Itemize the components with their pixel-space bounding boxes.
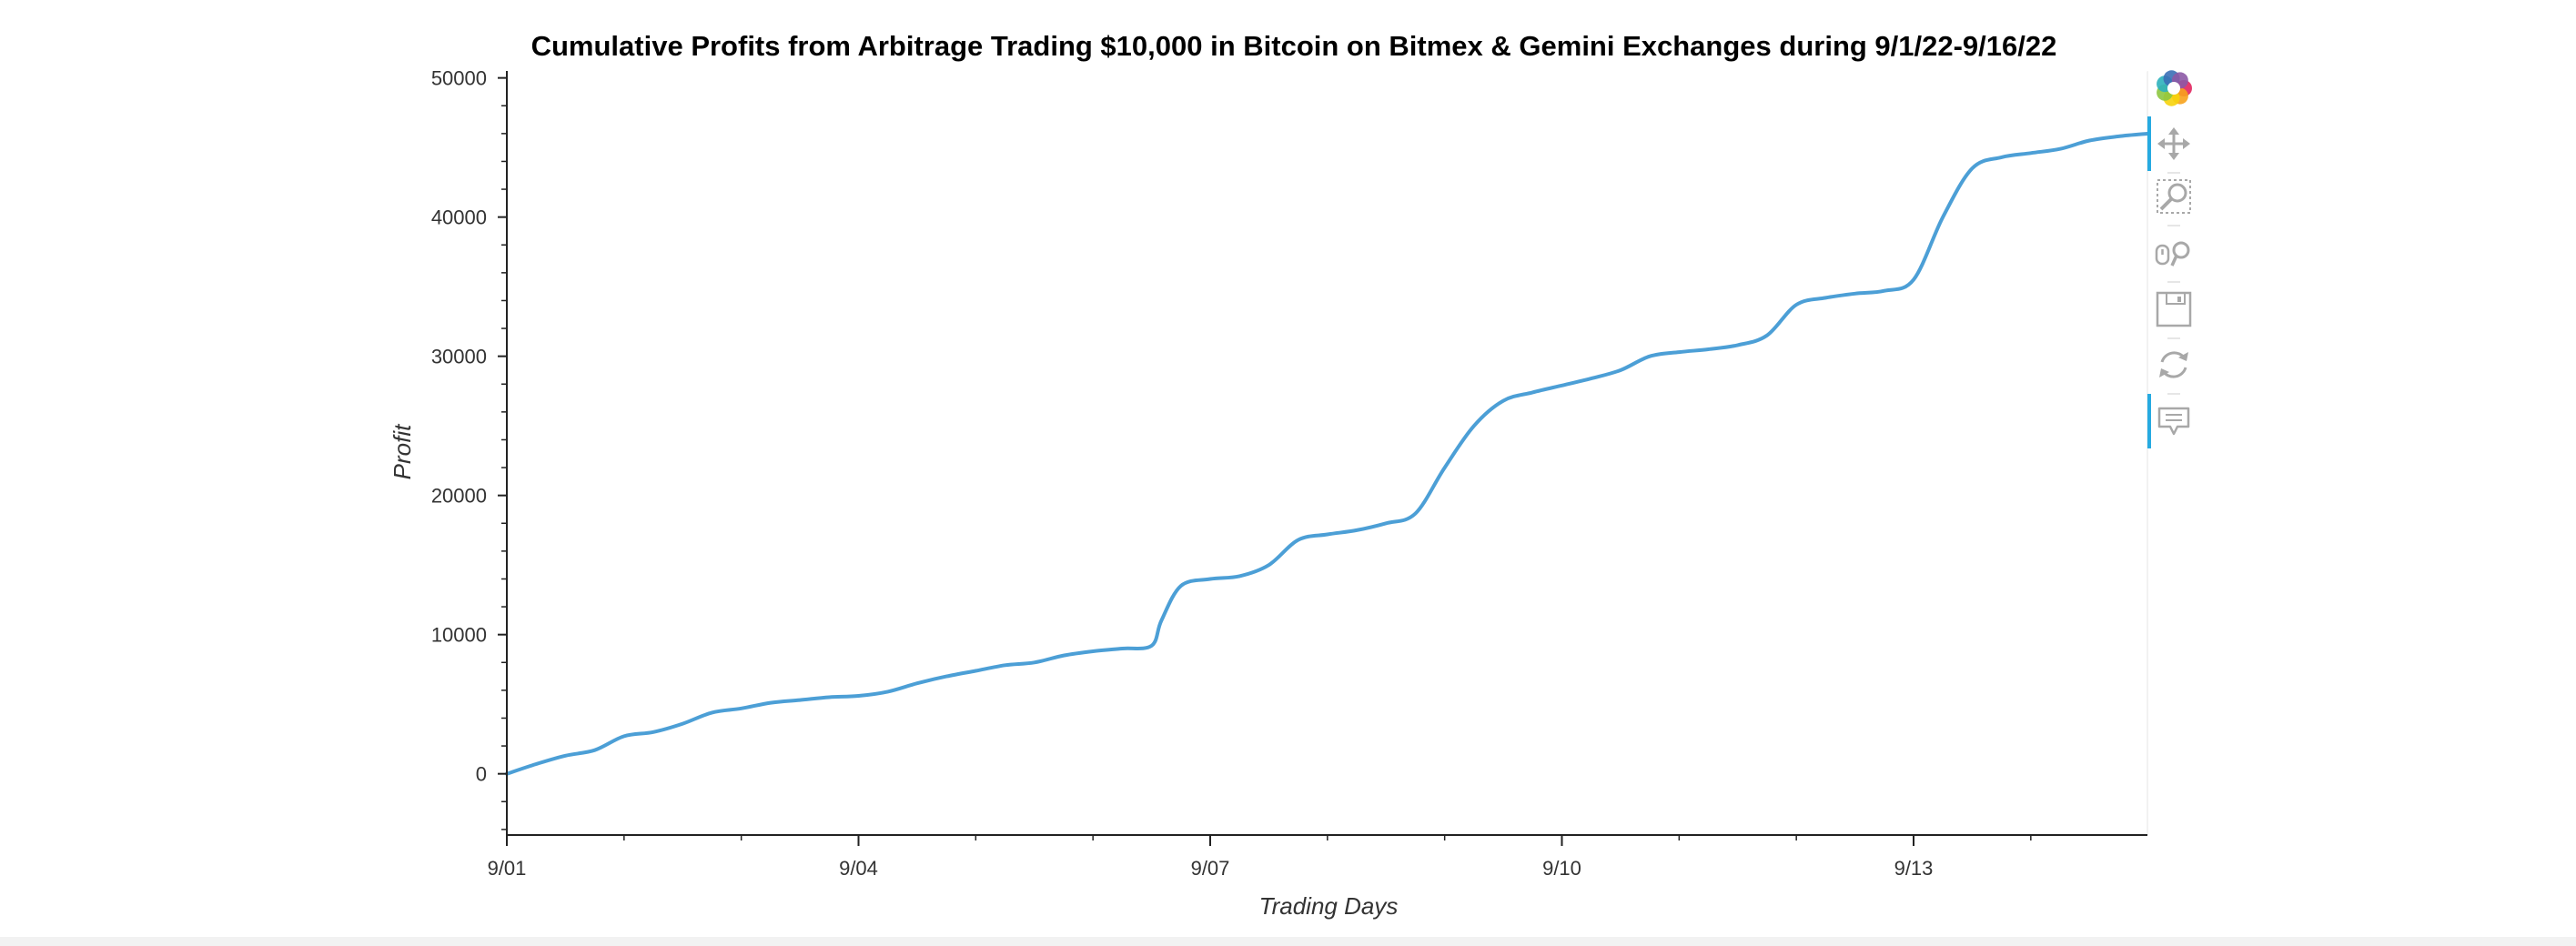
y-tick-label: 0 xyxy=(476,763,487,786)
x-tick-label: 9/04 xyxy=(839,857,878,880)
x-axis-title: Trading Days xyxy=(1259,892,1399,920)
pan-icon xyxy=(2157,127,2190,160)
x-tick-label: 9/10 xyxy=(1542,857,1581,880)
save-tool-button[interactable] xyxy=(2156,291,2192,327)
wheel-zoom-icon xyxy=(2155,241,2190,267)
hover-tool-button[interactable] xyxy=(2147,394,2190,448)
x-axis: 9/01 9/04 9/07 9/10 9/13 xyxy=(488,834,2147,880)
x-tick-label: 9/01 xyxy=(488,857,527,880)
box-zoom-icon xyxy=(2157,179,2191,214)
plot-frame xyxy=(507,70,2148,835)
active-tool-indicator xyxy=(2147,116,2151,171)
chart-title: Cumulative Profits from Arbitrage Tradin… xyxy=(531,30,2057,62)
y-axis: 0 10000 20000 30000 40000 50000 xyxy=(431,67,508,835)
x-tick-label: 9/07 xyxy=(1191,857,1230,880)
box-zoom-tool-button[interactable] xyxy=(2157,179,2191,214)
series-line-group xyxy=(505,131,2150,776)
y-tick-label: 10000 xyxy=(431,624,487,647)
active-tool-indicator xyxy=(2147,394,2151,448)
y-tick-label: 30000 xyxy=(431,346,487,368)
y-tick-label: 40000 xyxy=(431,206,487,229)
series-line-0 xyxy=(505,131,2150,776)
y-axis-title: Profit xyxy=(389,423,416,479)
wheel-zoom-tool-button[interactable] xyxy=(2155,241,2190,267)
x-tick-label: 9/13 xyxy=(1894,857,1934,880)
reset-tool-button[interactable] xyxy=(2159,351,2188,378)
reset-icon xyxy=(2159,351,2188,378)
y-tick-label: 50000 xyxy=(431,67,487,90)
bokeh-logo-tool-button xyxy=(2157,70,2192,106)
bokeh-logo-icon xyxy=(2157,70,2192,106)
pan-tool-button[interactable] xyxy=(2147,116,2190,171)
hover-icon xyxy=(2157,407,2190,436)
y-tick-label: 20000 xyxy=(431,485,487,508)
save-icon xyxy=(2156,291,2192,327)
page-bottom-strip xyxy=(0,937,2576,946)
chart-toolbar xyxy=(2147,70,2192,448)
